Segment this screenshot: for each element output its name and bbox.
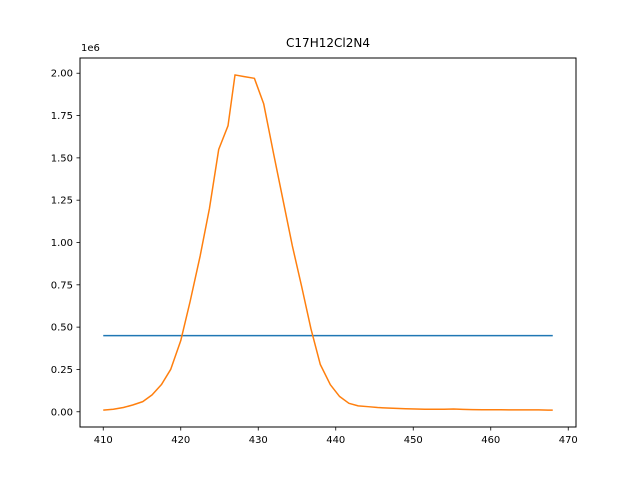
x-tick-label-6: 470 bbox=[559, 435, 578, 446]
x-tick-label-5: 460 bbox=[481, 435, 500, 446]
y-tick-label-4: 1.00 bbox=[51, 238, 73, 249]
y-tick-label-0: 0.00 bbox=[51, 407, 73, 418]
y-tick-label-6: 1.50 bbox=[51, 153, 73, 164]
y-tick-label-1: 0.25 bbox=[51, 365, 73, 376]
chart-title: C17H12Cl2N4 bbox=[286, 36, 370, 50]
plot-frame bbox=[79, 57, 577, 428]
x-tick-label-0: 410 bbox=[94, 435, 113, 446]
y-tick-label-2: 0.50 bbox=[51, 323, 73, 334]
y-tick-label-3: 0.75 bbox=[51, 280, 73, 291]
y-offset-label: 1e6 bbox=[81, 43, 100, 54]
x-tick-label-2: 430 bbox=[249, 435, 268, 446]
series-line-1 bbox=[103, 74, 553, 411]
x-tick-label-4: 450 bbox=[404, 435, 423, 446]
x-tick-label-1: 420 bbox=[171, 435, 190, 446]
x-tick-label-3: 440 bbox=[326, 435, 345, 446]
y-tick-label-8: 2.00 bbox=[51, 69, 73, 80]
y-tick-label-5: 1.25 bbox=[51, 196, 73, 207]
y-tick-label-7: 1.75 bbox=[51, 111, 73, 122]
